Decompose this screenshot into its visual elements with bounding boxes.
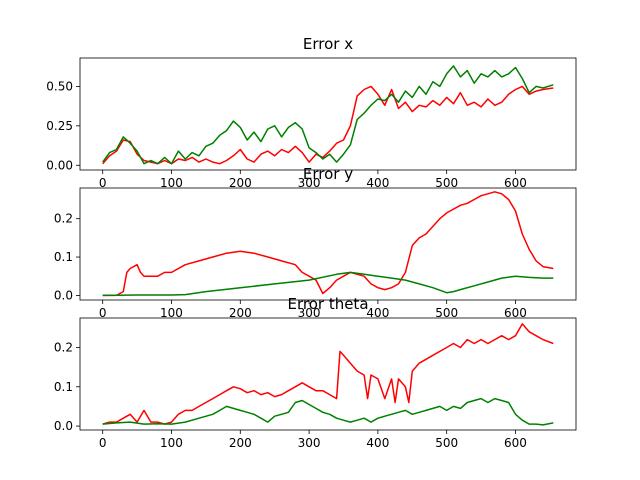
x-tick-label: 600 <box>504 436 527 450</box>
y-tick-label: 0.50 <box>46 79 73 93</box>
x-tick-label: 600 <box>504 176 527 190</box>
series-line-green <box>102 65 554 165</box>
x-tick-label: 500 <box>435 176 458 190</box>
x-tick-label: 200 <box>229 306 252 320</box>
y-tick-label: 0.2 <box>54 340 73 354</box>
y-tick-label: 0.1 <box>54 380 73 394</box>
x-tick-label: 0 <box>99 306 107 320</box>
y-tick-label: 0.0 <box>54 288 73 302</box>
panel-error-x: 0 100 200 300 400 500 600 0.00 0.25 0.50 Error x <box>46 35 577 190</box>
series-line-green <box>102 271 554 297</box>
series-line-red <box>102 85 554 165</box>
x-tick-label: 400 <box>366 176 389 190</box>
y-tick-label: 0.25 <box>46 119 73 133</box>
chart-title: Error theta <box>287 295 368 313</box>
x-tick-label: 500 <box>435 306 458 320</box>
x-tick-label: 0 <box>99 436 107 450</box>
x-tick-label: 100 <box>160 176 183 190</box>
x-tick-label: 200 <box>229 436 252 450</box>
axes-frame <box>79 317 577 431</box>
x-tick-label: 100 <box>160 306 183 320</box>
x-tick-label: 400 <box>366 306 389 320</box>
y-tick-label: 0.00 <box>46 158 73 172</box>
x-tick-label: 400 <box>366 436 389 450</box>
x-tick-label: 300 <box>298 176 321 190</box>
x-tick-label: 500 <box>435 436 458 450</box>
x-tick-label: 300 <box>298 436 321 450</box>
panel-error-theta: 0 100 200 300 400 500 600 0.0 0.1 0.2 Error theta <box>54 295 577 450</box>
series-line-red <box>102 191 554 297</box>
x-tick-label: 600 <box>504 306 527 320</box>
axes-frame <box>79 187 577 301</box>
axes-frame <box>79 57 577 171</box>
chart-title: Error x <box>303 35 353 53</box>
x-tick-label: 300 <box>298 306 321 320</box>
x-tick-label: 100 <box>160 436 183 450</box>
x-tick-label: 0 <box>99 176 107 190</box>
x-tick-label: 200 <box>229 176 252 190</box>
panel-error-y: 0 100 200 300 400 500 600 0.0 0.1 0.2 Error y <box>54 165 577 320</box>
chart-title: Error y <box>303 165 353 183</box>
y-tick-label: 0.0 <box>54 419 73 433</box>
y-tick-label: 0.1 <box>54 250 73 264</box>
y-tick-label: 0.2 <box>54 212 73 226</box>
series-line-green <box>102 397 554 426</box>
series-line-red <box>102 323 554 425</box>
